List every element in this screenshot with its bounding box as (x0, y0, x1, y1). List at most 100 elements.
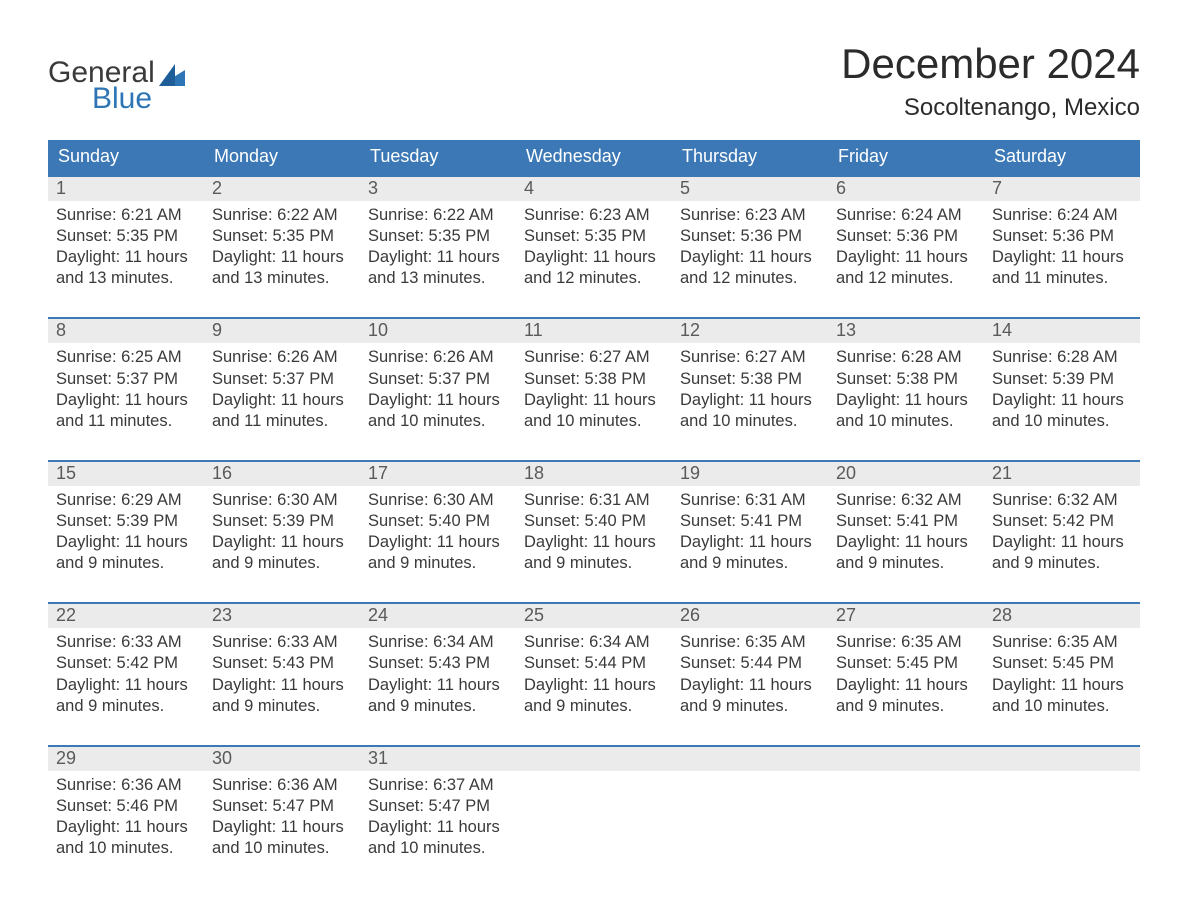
daylight-line: Daylight: 11 hours and 10 minutes. (992, 675, 1132, 717)
daylight-line: Daylight: 11 hours and 9 minutes. (524, 532, 664, 574)
day-number: 20 (828, 462, 984, 486)
day-cell: 20Sunrise: 6:32 AMSunset: 5:41 PMDayligh… (828, 462, 984, 578)
day-cell: 28Sunrise: 6:35 AMSunset: 5:45 PMDayligh… (984, 604, 1140, 720)
day-cell: 5Sunrise: 6:23 AMSunset: 5:36 PMDaylight… (672, 177, 828, 293)
sunrise-line: Sunrise: 6:31 AM (680, 490, 820, 511)
day-cell: 11Sunrise: 6:27 AMSunset: 5:38 PMDayligh… (516, 319, 672, 435)
day-number: 18 (516, 462, 672, 486)
sunrise-line: Sunrise: 6:25 AM (56, 347, 196, 368)
sunset-line: Sunset: 5:37 PM (368, 369, 508, 390)
day-cell: 13Sunrise: 6:28 AMSunset: 5:38 PMDayligh… (828, 319, 984, 435)
day-number: 10 (360, 319, 516, 343)
sunset-line: Sunset: 5:36 PM (992, 226, 1132, 247)
week-row: 15Sunrise: 6:29 AMSunset: 5:39 PMDayligh… (48, 460, 1140, 578)
sunset-line: Sunset: 5:35 PM (56, 226, 196, 247)
daylight-line: Daylight: 11 hours and 9 minutes. (992, 532, 1132, 574)
sunset-line: Sunset: 5:47 PM (212, 796, 352, 817)
sail-icon (159, 64, 185, 86)
sunset-line: Sunset: 5:35 PM (212, 226, 352, 247)
day-cell: 4Sunrise: 6:23 AMSunset: 5:35 PMDaylight… (516, 177, 672, 293)
sunrise-line: Sunrise: 6:36 AM (212, 775, 352, 796)
daylight-line: Daylight: 11 hours and 10 minutes. (212, 817, 352, 859)
day-cell: 30Sunrise: 6:36 AMSunset: 5:47 PMDayligh… (204, 747, 360, 863)
sunset-line: Sunset: 5:43 PM (368, 653, 508, 674)
dow-cell: Wednesday (516, 140, 672, 175)
day-number: 30 (204, 747, 360, 771)
day-cell: 14Sunrise: 6:28 AMSunset: 5:39 PMDayligh… (984, 319, 1140, 435)
sunset-line: Sunset: 5:38 PM (524, 369, 664, 390)
day-number: 12 (672, 319, 828, 343)
sunset-line: Sunset: 5:42 PM (992, 511, 1132, 532)
day-number: 25 (516, 604, 672, 628)
dow-cell: Tuesday (360, 140, 516, 175)
day-number: 8 (48, 319, 204, 343)
day-cell (516, 747, 672, 863)
sunset-line: Sunset: 5:37 PM (212, 369, 352, 390)
day-body: Sunrise: 6:35 AMSunset: 5:45 PMDaylight:… (984, 628, 1140, 720)
day-body: Sunrise: 6:26 AMSunset: 5:37 PMDaylight:… (360, 343, 516, 435)
daylight-line: Daylight: 11 hours and 9 minutes. (56, 532, 196, 574)
day-number: 16 (204, 462, 360, 486)
day-cell: 29Sunrise: 6:36 AMSunset: 5:46 PMDayligh… (48, 747, 204, 863)
daylight-line: Daylight: 11 hours and 10 minutes. (56, 817, 196, 859)
day-number: 31 (360, 747, 516, 771)
sunset-line: Sunset: 5:45 PM (836, 653, 976, 674)
brand-logo: General Blue (48, 40, 185, 114)
day-cell: 10Sunrise: 6:26 AMSunset: 5:37 PMDayligh… (360, 319, 516, 435)
day-number: 13 (828, 319, 984, 343)
day-number: 17 (360, 462, 516, 486)
daylight-line: Daylight: 11 hours and 9 minutes. (368, 675, 508, 717)
day-body: Sunrise: 6:24 AMSunset: 5:36 PMDaylight:… (984, 201, 1140, 293)
day-cell: 19Sunrise: 6:31 AMSunset: 5:41 PMDayligh… (672, 462, 828, 578)
day-body: Sunrise: 6:23 AMSunset: 5:35 PMDaylight:… (516, 201, 672, 293)
sunset-line: Sunset: 5:43 PM (212, 653, 352, 674)
sunset-line: Sunset: 5:38 PM (836, 369, 976, 390)
day-cell: 24Sunrise: 6:34 AMSunset: 5:43 PMDayligh… (360, 604, 516, 720)
day-number: 28 (984, 604, 1140, 628)
sunrise-line: Sunrise: 6:22 AM (368, 205, 508, 226)
week-row: 1Sunrise: 6:21 AMSunset: 5:35 PMDaylight… (48, 175, 1140, 293)
daylight-line: Daylight: 11 hours and 10 minutes. (680, 390, 820, 432)
sunrise-line: Sunrise: 6:37 AM (368, 775, 508, 796)
weeks-container: 1Sunrise: 6:21 AMSunset: 5:35 PMDaylight… (48, 175, 1140, 863)
day-number: 27 (828, 604, 984, 628)
day-cell: 15Sunrise: 6:29 AMSunset: 5:39 PMDayligh… (48, 462, 204, 578)
daylight-line: Daylight: 11 hours and 9 minutes. (680, 675, 820, 717)
day-body: Sunrise: 6:25 AMSunset: 5:37 PMDaylight:… (48, 343, 204, 435)
day-cell: 21Sunrise: 6:32 AMSunset: 5:42 PMDayligh… (984, 462, 1140, 578)
dow-cell: Saturday (984, 140, 1140, 175)
sunrise-line: Sunrise: 6:34 AM (368, 632, 508, 653)
sunrise-line: Sunrise: 6:26 AM (212, 347, 352, 368)
sunset-line: Sunset: 5:39 PM (56, 511, 196, 532)
calendar-document: General Blue December 2024 Socoltenango,… (0, 0, 1188, 923)
day-number (828, 747, 984, 771)
day-number (984, 747, 1140, 771)
day-cell: 12Sunrise: 6:27 AMSunset: 5:38 PMDayligh… (672, 319, 828, 435)
sunset-line: Sunset: 5:44 PM (680, 653, 820, 674)
day-cell: 18Sunrise: 6:31 AMSunset: 5:40 PMDayligh… (516, 462, 672, 578)
daylight-line: Daylight: 11 hours and 9 minutes. (524, 675, 664, 717)
day-body: Sunrise: 6:26 AMSunset: 5:37 PMDaylight:… (204, 343, 360, 435)
brand-word-2: Blue (92, 84, 185, 114)
day-number: 29 (48, 747, 204, 771)
sunrise-line: Sunrise: 6:24 AM (836, 205, 976, 226)
sunset-line: Sunset: 5:46 PM (56, 796, 196, 817)
dow-cell: Monday (204, 140, 360, 175)
day-body: Sunrise: 6:35 AMSunset: 5:44 PMDaylight:… (672, 628, 828, 720)
day-body: Sunrise: 6:36 AMSunset: 5:46 PMDaylight:… (48, 771, 204, 863)
sunrise-line: Sunrise: 6:34 AM (524, 632, 664, 653)
sunset-line: Sunset: 5:35 PM (524, 226, 664, 247)
daylight-line: Daylight: 11 hours and 10 minutes. (836, 390, 976, 432)
sunrise-line: Sunrise: 6:35 AM (680, 632, 820, 653)
sunset-line: Sunset: 5:41 PM (836, 511, 976, 532)
day-number: 3 (360, 177, 516, 201)
sunset-line: Sunset: 5:36 PM (680, 226, 820, 247)
day-cell: 23Sunrise: 6:33 AMSunset: 5:43 PMDayligh… (204, 604, 360, 720)
day-cell: 9Sunrise: 6:26 AMSunset: 5:37 PMDaylight… (204, 319, 360, 435)
daylight-line: Daylight: 11 hours and 10 minutes. (368, 817, 508, 859)
day-body: Sunrise: 6:30 AMSunset: 5:39 PMDaylight:… (204, 486, 360, 578)
day-cell: 8Sunrise: 6:25 AMSunset: 5:37 PMDaylight… (48, 319, 204, 435)
header: General Blue December 2024 Socoltenango,… (48, 40, 1140, 122)
day-body: Sunrise: 6:36 AMSunset: 5:47 PMDaylight:… (204, 771, 360, 863)
title-block: December 2024 Socoltenango, Mexico (841, 40, 1140, 122)
